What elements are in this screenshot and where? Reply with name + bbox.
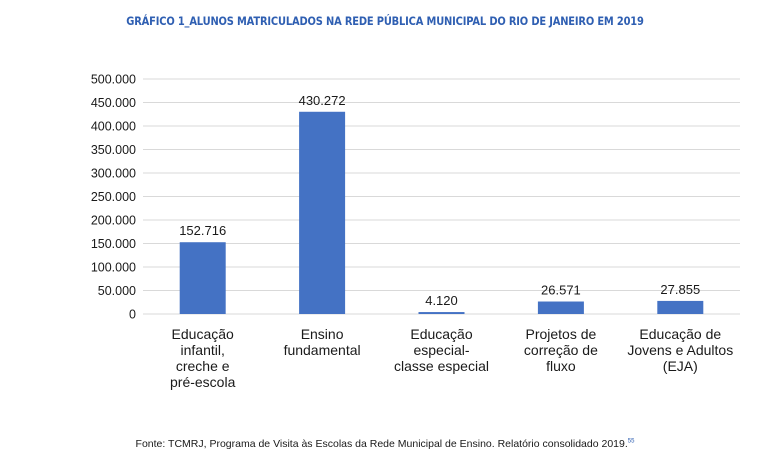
- category-label: Educação especial-classe especial: [394, 326, 489, 374]
- y-tick-label: 0: [129, 308, 136, 322]
- y-tick-label: 200.000: [91, 214, 136, 228]
- bar: [657, 300, 704, 314]
- category-label: Ensino fundamental: [284, 326, 361, 358]
- y-tick-label: 100.000: [91, 261, 136, 275]
- data-labels: 152.716 430.272 4.120 26.571 27.855: [179, 93, 700, 308]
- y-tick-label: 450.000: [91, 96, 136, 110]
- source-note: Fonte: TCMRJ, Programa de Visita às Esco…: [0, 438, 770, 450]
- category-label: Educação de Jovens e Adultos (EJA): [627, 326, 733, 374]
- y-tick-label: 150.000: [91, 237, 136, 251]
- bar: [418, 312, 465, 314]
- bar: [179, 242, 226, 314]
- bars: [179, 111, 704, 315]
- grid-lines: [143, 78, 740, 315]
- data-label: 4.120: [425, 293, 458, 308]
- bar: [299, 111, 346, 315]
- y-tick-label: 500.000: [91, 73, 136, 87]
- chart-title: GRÁFICO 1_ALUNOS MATRICULADOS NA REDE PÚ…: [126, 14, 644, 28]
- category-label: Educação infantil, creche e pré-escola: [170, 326, 236, 390]
- y-tick-label: 350.000: [91, 143, 136, 157]
- data-label: 430.272: [299, 93, 346, 108]
- y-tick-label: 250.000: [91, 190, 136, 204]
- data-label: 27.855: [660, 282, 700, 297]
- y-tick-label: 300.000: [91, 167, 136, 181]
- source-text: Fonte: TCMRJ, Programa de Visita às Esco…: [135, 438, 628, 450]
- category-labels: Educação infantil, creche e pré-escola Ensin…: [170, 326, 733, 390]
- data-label: 152.716: [179, 223, 226, 238]
- footnote-ref: 55: [627, 438, 635, 445]
- category-label: Projetos de correção de fluxo: [524, 326, 598, 374]
- y-axis-ticks: 0 50.000 100.000 150.000 200.000 250.000 300.0…: [91, 73, 136, 322]
- y-tick-label: 50.000: [98, 284, 136, 298]
- data-label: 26.571: [541, 283, 581, 298]
- bar: [537, 301, 584, 314]
- y-tick-label: 400.000: [91, 120, 136, 134]
